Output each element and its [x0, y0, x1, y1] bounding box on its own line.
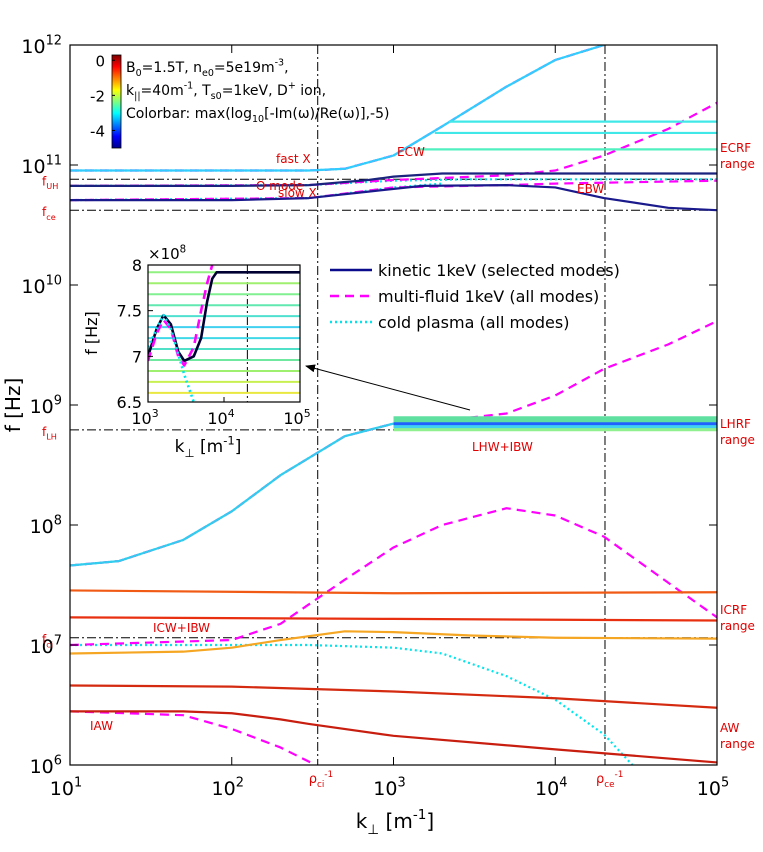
range-label: ECRF — [720, 141, 751, 155]
y-tick-label: 106 — [30, 753, 62, 778]
colorbar-tick-label: 0 — [95, 52, 105, 70]
y-tick-label: 107 — [30, 633, 62, 658]
inset-y-tick-label: 7 — [132, 347, 142, 366]
range-label: range — [720, 157, 755, 171]
legend-label: kinetic 1keV (selected modes) — [378, 261, 620, 280]
curve — [70, 710, 317, 765]
reference-label: ρce-1 — [596, 770, 623, 790]
reference-label: fUH — [42, 174, 58, 191]
inset-arrow — [305, 364, 471, 411]
curve — [70, 710, 717, 764]
annotation: IAW — [90, 719, 113, 733]
curve — [70, 184, 717, 212]
annotation: fast X — [276, 152, 311, 166]
inset-y-tick-label: 6.5 — [117, 393, 142, 412]
curves — [70, 45, 717, 765]
inset-curves — [148, 265, 300, 402]
curve — [70, 45, 605, 172]
curve — [70, 589, 717, 595]
x-axis-label: k⊥ [m-1] — [356, 807, 434, 838]
inset-x-tick-label: 103 — [131, 407, 158, 428]
legend-label: cold plasma (all modes) — [378, 313, 569, 332]
y-tick-label: 1011 — [21, 153, 62, 178]
range-label: LHRF — [720, 417, 751, 431]
range-label: range — [720, 737, 755, 751]
y-axis-label: f [Hz] — [1, 378, 25, 433]
range-label: range — [720, 433, 755, 447]
y-tick-label: 1010 — [21, 273, 62, 298]
info-text: Colorbar: max(log10[-Im(ω)/Re(ω)],-5) — [126, 106, 389, 125]
range-label: range — [720, 619, 755, 633]
reference-label: fci — [42, 633, 53, 650]
curve — [70, 684, 717, 709]
curve — [148, 271, 300, 363]
annotation: ICW+IBW — [153, 621, 210, 635]
reference-label: fLH — [42, 425, 57, 442]
info-text: B0=1.5T, ne0=5e19m-3, — [126, 58, 289, 80]
inset-x-tick-label: 105 — [283, 407, 310, 428]
x-tick-label: 105 — [697, 775, 729, 800]
annotation: slow X — [278, 186, 317, 200]
colorbar-tick-label: -4 — [90, 122, 105, 140]
range-label: AW — [720, 721, 740, 735]
annotation: EBW — [577, 182, 604, 196]
inset-y-label: f [Hz] — [82, 311, 101, 355]
curve — [148, 265, 214, 367]
inset-x-tick-label: 104 — [207, 407, 234, 428]
curve — [70, 172, 717, 187]
annotation: ECW — [397, 145, 425, 159]
x-tick-label: 104 — [535, 775, 567, 800]
legend-label: multi-fluid 1keV (all modes) — [378, 287, 599, 306]
reference-label: fce — [42, 205, 56, 222]
plot-area — [70, 45, 717, 765]
inset-multiplier: ×108 — [148, 244, 186, 263]
x-tick-label: 101 — [50, 775, 82, 800]
curve — [70, 422, 394, 567]
range-label: ICRF — [720, 603, 747, 617]
annotation: O mode — [256, 179, 303, 193]
y-tick-label: 109 — [30, 393, 62, 418]
curve — [70, 616, 717, 622]
curve — [70, 507, 717, 647]
x-tick-label: 103 — [373, 775, 405, 800]
annotation: LHW+IBW — [472, 440, 533, 454]
info-text: k||=40m-1, Ts0=1keV, D+ ion, — [126, 81, 326, 103]
curve — [148, 313, 195, 402]
inset-y-tick-label: 7.5 — [117, 302, 142, 321]
y-tick-label: 108 — [30, 513, 62, 538]
curve — [70, 630, 717, 655]
colorbar-tick-label: -2 — [90, 87, 105, 105]
inset-x-label: k⊥ [m-1] — [175, 433, 242, 460]
y-tick-label: 1012 — [21, 33, 62, 58]
colorbar — [111, 54, 122, 149]
x-tick-label: 102 — [212, 775, 244, 800]
inset-y-tick-label: 8 — [132, 256, 142, 275]
reference-label: ρci-1 — [309, 770, 333, 790]
